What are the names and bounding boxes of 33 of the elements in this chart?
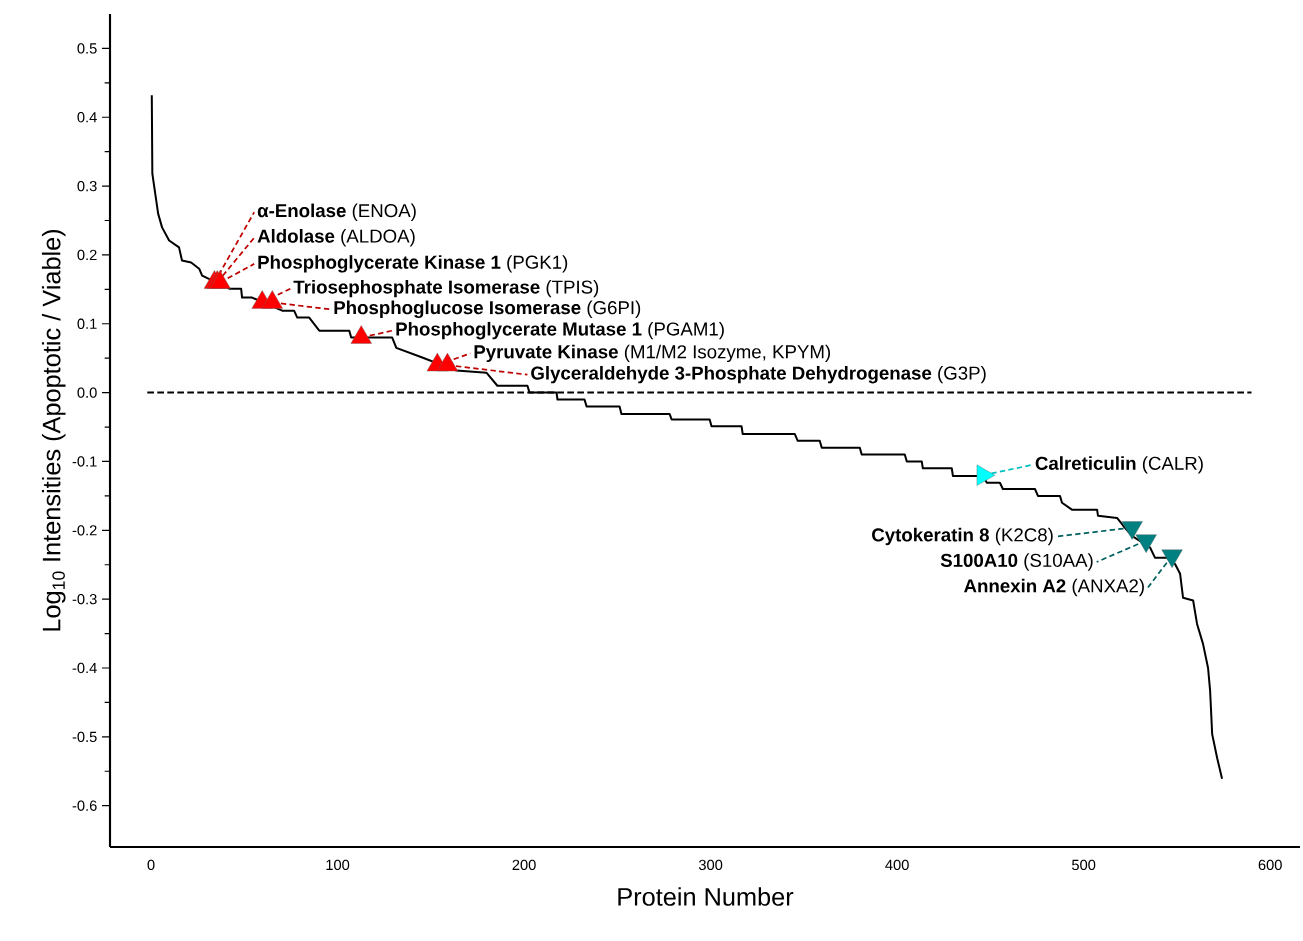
x-tick-label: 500 [1072,859,1096,871]
y-tick-label: 0.4 [77,112,97,123]
x-tick-label: 300 [698,859,723,871]
annotation: S100A10 (S10AA) [940,553,1093,571]
x-tick-label: 400 [885,859,909,871]
y-tick-label: 0.1 [77,318,97,329]
y-tick-label: 0.2 [77,249,97,261]
annotation: Triosephosphate Isomerase (TPIS) [293,279,599,298]
annotation: Phosphoglucose Isomerase (G6PI) [334,300,641,319]
y-tick-label: -0.1 [72,456,97,467]
x-tick-label: 0 [147,859,155,871]
y-tick-label: -0.5 [72,731,97,743]
x-tick-label: 100 [326,859,350,871]
y-tick-label: 0.3 [77,180,97,192]
y-tick-label: -0.2 [72,525,97,536]
x-tick-label: 200 [512,859,536,871]
y-tick-label: -0.3 [72,593,97,605]
annotation: Cytokeratin 8 (K2C8) [872,527,1053,546]
x-axis-title: Protein Number [618,887,794,906]
annotation: Pyruvate Kinase (M1/M2 Isozyme, KPYM) [474,344,831,363]
y-tick-label: -0.4 [72,662,97,674]
y-tick-label: -0.6 [72,800,97,811]
annotation: Phosphoglycerate Mutase 1 (PGAM1) [396,321,724,340]
y-tick-label: 0.5 [77,43,97,54]
x-tick-label: 600 [1258,859,1282,871]
annotation: Glyceraldehyde 3-Phosphate Dehydrogenase (G3P) [531,365,986,384]
y-axis-title: Log$_{10}$ Intensities (Apoptotic / Viable) [41,229,66,631]
annotation: Calreticulin (CALR) [1035,456,1203,474]
y-tick-label: 0.0 [77,387,97,398]
annotation: Phosphoglycerate Kinase 1 (PGK1) [258,255,568,273]
annotation: α-Enolase (ENOA) [257,203,416,221]
annotation: Aldolase (ALDOA) [257,229,415,247]
annotation: Annexin A2 (ANXA2) [964,578,1144,597]
